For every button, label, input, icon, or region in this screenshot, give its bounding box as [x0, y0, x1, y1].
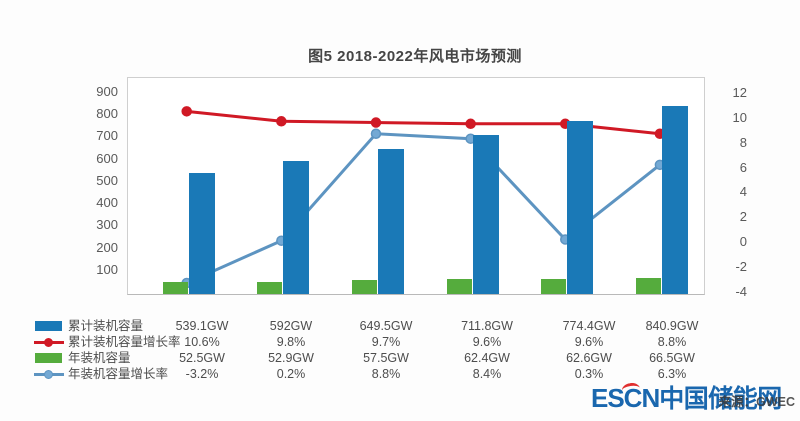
table-value: 649.5GW	[359, 319, 413, 333]
escn-logo: ESCN中国储能网	[591, 385, 782, 412]
left-axis-tick-label: 300	[96, 217, 118, 233]
legend-series-label: 累计装机容量增长率	[68, 335, 181, 349]
annual-capacity-bar	[541, 279, 567, 294]
table-value: 10.6%	[184, 335, 220, 349]
table-value: 0.2%	[276, 367, 306, 381]
legend-line-dot-icon	[44, 370, 53, 379]
legend-bar-swatch	[35, 321, 62, 331]
growth-line-point	[276, 116, 287, 127]
table-value: 9.6%	[574, 335, 604, 349]
table-value: 774.4GW	[562, 319, 616, 333]
data-source-note: 来源：GWEC	[718, 395, 795, 409]
right-axis-tick-label: 0	[739, 234, 747, 250]
right-axis-tick-label: 10	[732, 109, 747, 125]
right-y-axis: 12 10 8 6 4 2 0 -2 -4	[725, 77, 747, 299]
table-value: 592GW	[269, 319, 313, 333]
left-axis-tick-label: 900	[96, 83, 118, 99]
cumulative-capacity-bar	[661, 105, 688, 294]
left-axis-tick-label: 100	[96, 262, 118, 277]
left-axis-tick-label: 600	[96, 150, 118, 166]
table-value: -3.2%	[185, 367, 219, 381]
table-value: 8.8%	[371, 367, 401, 381]
table-value: 9.6%	[472, 335, 502, 349]
escn-logo-chinese: 中国储能网	[659, 385, 782, 413]
growth-line-point	[370, 117, 382, 128]
left-axis-tick-label: 500	[96, 172, 118, 188]
right-axis-tick-label: 6	[739, 159, 747, 175]
growth-line-point	[370, 128, 382, 139]
annual-capacity-bar	[635, 278, 661, 294]
cumulative-capacity-bar	[283, 161, 310, 294]
annual-capacity-bar	[446, 279, 472, 294]
legend-series-label: 年装机容量	[68, 351, 131, 365]
left-y-axis: 900 800 700 600 500 400 300 200 100	[0, 77, 118, 293]
annual-capacity-bar	[257, 281, 283, 294]
growth-line-point	[465, 118, 476, 130]
table-value: 8.4%	[472, 367, 502, 381]
annual-capacity-bar	[351, 280, 377, 294]
plot-area	[127, 77, 705, 295]
left-axis-tick-label: 700	[96, 128, 118, 144]
cumulative-capacity-bar	[188, 173, 215, 294]
table-value: 0.3%	[574, 367, 604, 381]
right-axis-tick-label: 12	[732, 84, 747, 100]
right-axis-tick-label: 4	[739, 184, 747, 200]
table-value: 9.8%	[276, 335, 306, 349]
table-value: 52.9GW	[268, 351, 314, 365]
table-value: 52.5GW	[179, 351, 225, 365]
table-value: 6.3%	[657, 367, 687, 381]
right-axis-tick-label: 2	[739, 209, 747, 225]
table-value: 539.1GW	[175, 319, 229, 333]
cumulative-capacity-bar	[567, 120, 594, 294]
legend-series-label: 年装机容量增长率	[68, 367, 169, 381]
escn-logo-latin: ESCN	[591, 383, 660, 413]
growth-line-point	[181, 106, 192, 117]
chart-title: 图5 2018-2022年风电市场预测	[308, 48, 522, 65]
table-value: 62.4GW	[464, 351, 510, 365]
legend-line-dot-icon	[44, 338, 53, 347]
annual-capacity-bar	[162, 281, 188, 294]
table-value: 711.8GW	[461, 319, 513, 333]
right-axis-tick-label: 8	[739, 134, 747, 150]
table-value: 57.5GW	[363, 351, 409, 365]
right-axis-tick-label: -2	[735, 259, 747, 275]
table-value: 62.6GW	[566, 351, 612, 365]
cumulative-capacity-bar	[472, 134, 499, 294]
left-axis-tick-label: 800	[96, 105, 118, 121]
right-axis-tick-label: -4	[735, 283, 747, 299]
table-value: 66.5GW	[649, 351, 695, 365]
left-axis-tick-label: 400	[96, 195, 118, 211]
left-axis-tick-label: 200	[96, 239, 118, 255]
legend-series-label: 累计装机容量	[68, 319, 144, 333]
cumulative-capacity-bar	[377, 148, 404, 294]
legend-bar-swatch	[35, 353, 62, 363]
table-value: 8.8%	[657, 335, 687, 349]
table-value: 840.9GW	[645, 319, 699, 333]
table-value: 9.7%	[371, 335, 401, 349]
